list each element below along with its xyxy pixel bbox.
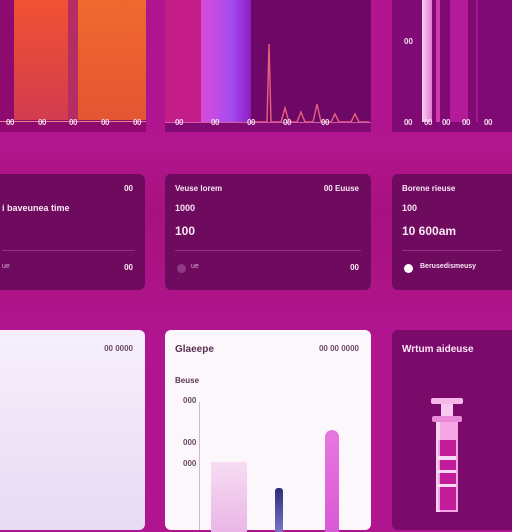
tick-label: 00 — [283, 118, 291, 127]
chart-bar — [450, 0, 468, 122]
chart-bar — [476, 0, 478, 122]
card-title: Borene rieuse — [402, 184, 456, 193]
card-footer: ue — [2, 263, 10, 270]
tick-label: 00 — [175, 118, 183, 127]
chart-bar — [275, 488, 283, 532]
syringe-icon — [431, 398, 463, 512]
chart-bar — [422, 0, 432, 122]
chart-bar — [165, 0, 201, 122]
status-dot-icon — [404, 264, 413, 273]
card-meta: 00 — [124, 184, 133, 193]
tick-label: 00 — [404, 118, 412, 127]
card-title: Wrtum aideuse — [402, 344, 474, 355]
axis-line — [165, 122, 371, 123]
y-tick-label: 00 — [404, 37, 413, 46]
y-axis-label: Beuse — [175, 376, 200, 385]
chart-bar — [211, 462, 247, 532]
tick-label: 00 — [6, 118, 14, 127]
axis-line — [0, 121, 146, 122]
card-title: Veuse lorem — [175, 184, 223, 193]
card-meta: 00 0000 — [104, 344, 133, 353]
y-axis-line — [199, 402, 200, 530]
chart-bar — [325, 430, 339, 532]
chart-bar — [78, 0, 146, 120]
chart-bar — [201, 0, 251, 122]
divider — [175, 250, 361, 251]
chart-bar — [14, 0, 68, 120]
card-meta: 00 00 0000 — [318, 344, 359, 353]
tick-label: 00 — [211, 118, 219, 127]
tick-label: 00 — [133, 118, 141, 127]
tick-label: 00 — [424, 118, 432, 127]
tick-label: 00 — [462, 118, 470, 127]
card-value: 10 600am — [402, 224, 457, 238]
chart-bar — [68, 0, 78, 120]
card-subtitle: i baveunea time — [2, 203, 70, 213]
tick-label: 00 — [38, 118, 46, 127]
tick-label: 00 — [321, 118, 329, 127]
card-title: Glaeepe — [175, 344, 214, 355]
tick-label: 00 — [484, 118, 492, 127]
status-dot-icon — [177, 264, 186, 273]
card-footer-value: 00 — [350, 263, 359, 272]
bottom-card-2[interactable]: Glaeepe 00 00 0000 Beuse 000 000 000 — [165, 330, 371, 532]
stat-card-2[interactable]: Veuse lorem 00 Euuse 1000 100 ue 00 — [165, 174, 371, 290]
y-tick-label: 000 — [183, 459, 197, 468]
line-series — [251, 43, 369, 123]
card-value-top: 100 — [402, 203, 418, 213]
card-footer-value: 00 — [124, 263, 133, 272]
bottom-card-1[interactable]: 00 0000 — [0, 330, 145, 530]
stat-card-1[interactable]: 00 i baveunea time ue 00 — [0, 174, 145, 290]
bottom-card-3[interactable]: Wrtum aideuse — [392, 330, 512, 530]
tick-label: 00 — [101, 118, 109, 127]
card-footer: Berusedismeusy — [420, 263, 477, 270]
stat-card-3[interactable]: Borene rieuse 100 10 600am Berusedismeus… — [392, 174, 512, 290]
card-meta: 00 Euuse — [323, 184, 359, 193]
divider — [2, 250, 135, 251]
top-chart-middle: 00 00 00 00 00 — [165, 0, 371, 132]
tick-label: 00 — [442, 118, 450, 127]
card-footer: ue — [191, 263, 199, 270]
top-chart-left: 00 00 00 00 00 — [0, 0, 146, 132]
tick-label: 00 — [247, 118, 255, 127]
divider — [402, 250, 502, 251]
card-value-top: 1000 — [175, 203, 196, 213]
top-chart-right: 00 00 00 00 00 00 — [392, 0, 512, 132]
tick-label: 00 — [69, 118, 77, 127]
y-tick-label: 000 — [183, 396, 197, 405]
card-value: 100 — [175, 224, 196, 238]
y-tick-label: 000 — [183, 438, 197, 447]
chart-bar — [436, 0, 440, 122]
